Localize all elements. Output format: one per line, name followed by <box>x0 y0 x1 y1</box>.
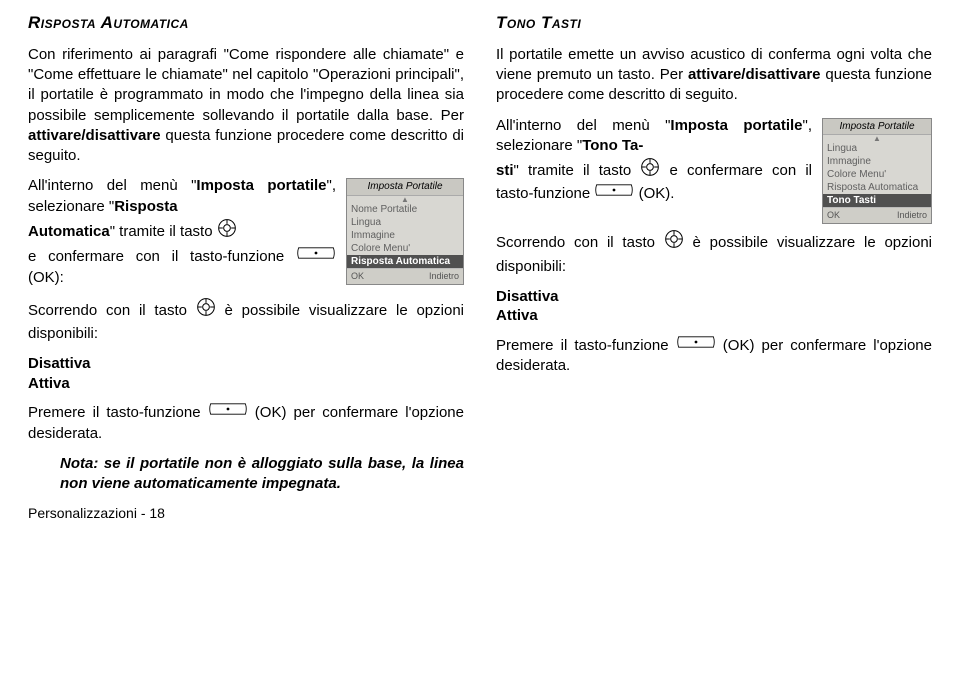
phone-menu-item: Colore Menu' <box>347 242 463 255</box>
text: (OK): <box>28 269 64 286</box>
left-note: Nota: se il portatile non è alloggiato s… <box>28 454 464 495</box>
nav-icon <box>664 229 684 255</box>
text-bold: attivare/disattivare <box>688 66 821 83</box>
section-title-left: Risposta Automatica <box>28 12 464 35</box>
text-bold: attivare/disattivare <box>28 127 161 144</box>
phone-menu-item-selected: Risposta Automatica <box>347 255 463 268</box>
text: Scorrendo con il tasto <box>28 302 196 319</box>
right-options: Disattiva Attiva <box>496 287 932 326</box>
option-off: Disattiva <box>496 287 932 307</box>
phone-menu-item: Immagine <box>347 229 463 242</box>
phone-menu-item: Risposta Automatica <box>823 181 931 194</box>
right-p4: Scorrendo con il tasto è possibile visua… <box>496 230 932 277</box>
phone-menu-item: Lingua <box>823 142 931 155</box>
phone-menu-right: Imposta Portatile ▲ Lingua Immagine Colo… <box>822 118 932 225</box>
arrow-up-icon: ▲ <box>347 196 463 203</box>
phone-menu-item: Immagine <box>823 155 931 168</box>
left-column: Risposta Automatica Con riferimento ai p… <box>28 12 464 684</box>
text: Premere il tasto-funzione <box>496 337 676 354</box>
section-title-right: Tono Tasti <box>496 12 932 35</box>
page-footer: Personalizzazioni - 18 <box>28 504 464 523</box>
text: Premere il tasto-funzione <box>28 404 208 421</box>
softkey-label-ok: OK <box>827 209 840 221</box>
text: e confermare con il tasto-funzione <box>28 248 296 265</box>
softkey-icon <box>296 246 336 266</box>
nav-icon <box>196 297 216 323</box>
phone-menu-item-selected: Tono Tasti <box>823 194 931 207</box>
text: Scorrendo con il tasto <box>496 234 664 251</box>
phone-menu-item: Lingua <box>347 216 463 229</box>
text-bold: sti <box>496 162 514 179</box>
text-bold: Imposta portatile <box>196 177 326 194</box>
left-p4: Scorrendo con il tasto è possibile visua… <box>28 298 464 345</box>
phone-menu-title: Imposta Portatile <box>823 119 931 136</box>
option-off: Disattiva <box>28 354 464 374</box>
text-bold: Risposta <box>114 198 177 215</box>
text: " tramite il tasto <box>110 223 217 240</box>
softkey-icon <box>208 402 248 422</box>
text: (OK). <box>639 186 675 203</box>
right-p1: Il portatile emette un avviso acustico d… <box>496 45 932 106</box>
nav-icon <box>217 218 237 244</box>
right-column: Tono Tasti Il portatile emette un avviso… <box>496 12 932 684</box>
left-options: Disattiva Attiva <box>28 354 464 393</box>
phone-menu-title: Imposta Portatile <box>347 179 463 196</box>
softkey-icon <box>676 335 716 355</box>
option-on: Attiva <box>496 306 932 326</box>
softkey-icon <box>594 183 634 203</box>
softkey-label-back: Indietro <box>429 270 459 282</box>
text-bold: Automatica <box>28 223 110 240</box>
arrow-up-icon: ▲ <box>823 135 931 142</box>
text: " tramite il tasto <box>514 162 641 179</box>
softkey-label-back: Indietro <box>897 209 927 221</box>
left-p1: Con riferimento ai paragrafi "Come rispo… <box>28 45 464 167</box>
phone-menu-item: Colore Menu' <box>823 168 931 181</box>
text: All'interno del menù " <box>28 177 196 194</box>
right-p5: Premere il tasto-funzione (OK) per confe… <box>496 336 932 377</box>
softkey-label-ok: OK <box>351 270 364 282</box>
text-bold: Imposta portatile <box>670 117 802 134</box>
left-p5: Premere il tasto-funzione (OK) per confe… <box>28 403 464 444</box>
text: All'interno del menù " <box>496 117 670 134</box>
phone-menu-item: Nome Portatile <box>347 203 463 216</box>
text: Con riferimento ai paragrafi "Come rispo… <box>28 46 464 124</box>
option-on: Attiva <box>28 374 464 394</box>
phone-menu-left: Imposta Portatile ▲ Nome Portatile Lingu… <box>346 178 464 285</box>
nav-icon <box>640 157 660 183</box>
text-bold: Tono Ta- <box>582 137 643 154</box>
